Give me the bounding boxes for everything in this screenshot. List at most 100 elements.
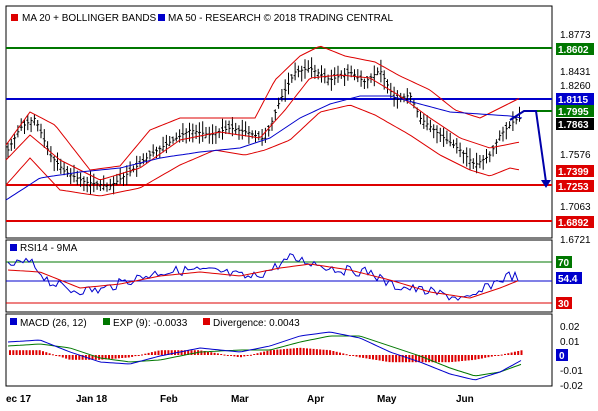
divergence-bar bbox=[457, 355, 460, 362]
divergence-bar bbox=[141, 354, 143, 356]
divergence-bar bbox=[134, 355, 137, 357]
divergence-bar bbox=[58, 355, 61, 357]
divergence-bar bbox=[447, 355, 450, 363]
divergence-bar bbox=[104, 355, 107, 360]
divergence-bar bbox=[381, 355, 384, 362]
support-3-tag bbox=[556, 216, 594, 228]
price-tick: 1.8773 bbox=[560, 30, 591, 41]
price-tick: 1.8431 bbox=[560, 67, 591, 78]
support-1-label: 1.7399 bbox=[558, 167, 589, 178]
bollinger-upper-line bbox=[5, 45, 520, 171]
macd-legend-swatch bbox=[10, 318, 17, 325]
divergence-bar bbox=[421, 355, 424, 363]
divergence-bar bbox=[65, 355, 68, 359]
x-tick: ec 17 bbox=[6, 394, 31, 405]
divergence-bar bbox=[302, 348, 305, 355]
resistance-tag bbox=[556, 93, 594, 105]
divergence-bar bbox=[388, 355, 391, 363]
divergence-legend-label: Divergence: 0.0043 bbox=[213, 318, 300, 329]
macd-zero-label: 0 bbox=[559, 351, 565, 362]
divergence-legend-swatch bbox=[203, 318, 210, 325]
divergence-bar bbox=[263, 351, 266, 355]
divergence-bar bbox=[517, 351, 520, 355]
divergence-bar bbox=[348, 355, 351, 356]
divergence-bar bbox=[256, 353, 259, 355]
rsi-legend-swatch bbox=[10, 244, 17, 251]
divergence-bar bbox=[434, 355, 437, 363]
green-level-label: 1.8602 bbox=[558, 45, 589, 56]
divergence-bar bbox=[315, 349, 318, 355]
divergence-bar bbox=[210, 352, 213, 355]
divergence-bar bbox=[216, 353, 219, 355]
last-price-label: 1.7863 bbox=[558, 120, 589, 131]
divergence-bar bbox=[289, 348, 292, 355]
divergence-bar bbox=[431, 355, 434, 363]
x-tick: May bbox=[377, 394, 397, 405]
divergence-bar bbox=[35, 350, 38, 355]
divergence-bar bbox=[438, 355, 440, 363]
divergence-bar bbox=[273, 349, 275, 355]
divergence-bar bbox=[487, 355, 490, 358]
divergence-bar bbox=[480, 355, 483, 359]
divergence-bar bbox=[124, 355, 127, 358]
divergence-bar bbox=[520, 350, 523, 355]
x-tick: Feb bbox=[160, 394, 178, 405]
support-2-label: 1.7253 bbox=[558, 182, 589, 193]
divergence-bar bbox=[461, 355, 464, 361]
last-price-tag bbox=[556, 118, 594, 130]
divergence-bar bbox=[365, 355, 368, 359]
divergence-bar bbox=[510, 352, 513, 355]
divergence-bar bbox=[391, 355, 394, 363]
divergence-bar bbox=[160, 350, 163, 355]
macd-tick: -0.01 bbox=[560, 366, 583, 377]
price-tick: 1.6721 bbox=[560, 235, 591, 246]
divergence-bar bbox=[81, 355, 84, 360]
x-tick: Mar bbox=[231, 394, 249, 405]
green-level-tag bbox=[556, 43, 594, 55]
divergence-bar bbox=[490, 355, 493, 357]
divergence-bar bbox=[111, 355, 114, 359]
divergence-bar bbox=[454, 355, 457, 362]
divergence-bar bbox=[312, 348, 315, 355]
divergence-bar bbox=[94, 355, 97, 360]
divergence-bar bbox=[147, 352, 150, 355]
macd-line bbox=[7, 331, 522, 381]
rsi-ma-line bbox=[7, 263, 519, 299]
divergence-bar bbox=[12, 350, 15, 355]
macd-tick: 0.02 bbox=[560, 322, 580, 333]
macd-panel-frame bbox=[5, 313, 553, 387]
divergence-bar bbox=[154, 351, 157, 355]
divergence-bar bbox=[180, 350, 183, 355]
divergence-bar bbox=[398, 355, 401, 363]
divergence-bar bbox=[266, 350, 269, 355]
divergence-bar bbox=[309, 348, 312, 355]
divergence-bar bbox=[42, 351, 44, 355]
divergence-bar bbox=[114, 355, 117, 359]
divergence-bar bbox=[121, 355, 124, 358]
macd-tick: -0.02 bbox=[560, 381, 583, 392]
divergence-bar bbox=[213, 352, 216, 355]
divergence-bar bbox=[299, 347, 302, 355]
divergence-bar bbox=[230, 355, 233, 356]
divergence-bar bbox=[25, 350, 28, 355]
divergence-bar bbox=[240, 355, 242, 358]
x-tick: Apr bbox=[307, 394, 324, 405]
x-tick: Jun bbox=[456, 394, 474, 405]
divergence-bar bbox=[164, 350, 167, 355]
divergence-bar bbox=[279, 349, 282, 355]
price-tick: 1.8260 bbox=[560, 81, 591, 92]
divergence-bar bbox=[9, 350, 11, 355]
divergence-bar bbox=[226, 355, 229, 356]
x-tick: Jan 18 bbox=[76, 394, 108, 405]
divergence-bar bbox=[200, 350, 203, 355]
divergence-bar bbox=[325, 349, 328, 355]
divergence-bar bbox=[15, 350, 18, 355]
divergence-bar bbox=[167, 350, 170, 355]
divergence-bar bbox=[441, 355, 444, 363]
divergence-bar bbox=[375, 355, 378, 360]
divergence-bar bbox=[269, 350, 272, 355]
divergence-bar bbox=[18, 350, 21, 355]
divergence-bar bbox=[170, 350, 173, 355]
divergence-bar bbox=[471, 355, 473, 361]
